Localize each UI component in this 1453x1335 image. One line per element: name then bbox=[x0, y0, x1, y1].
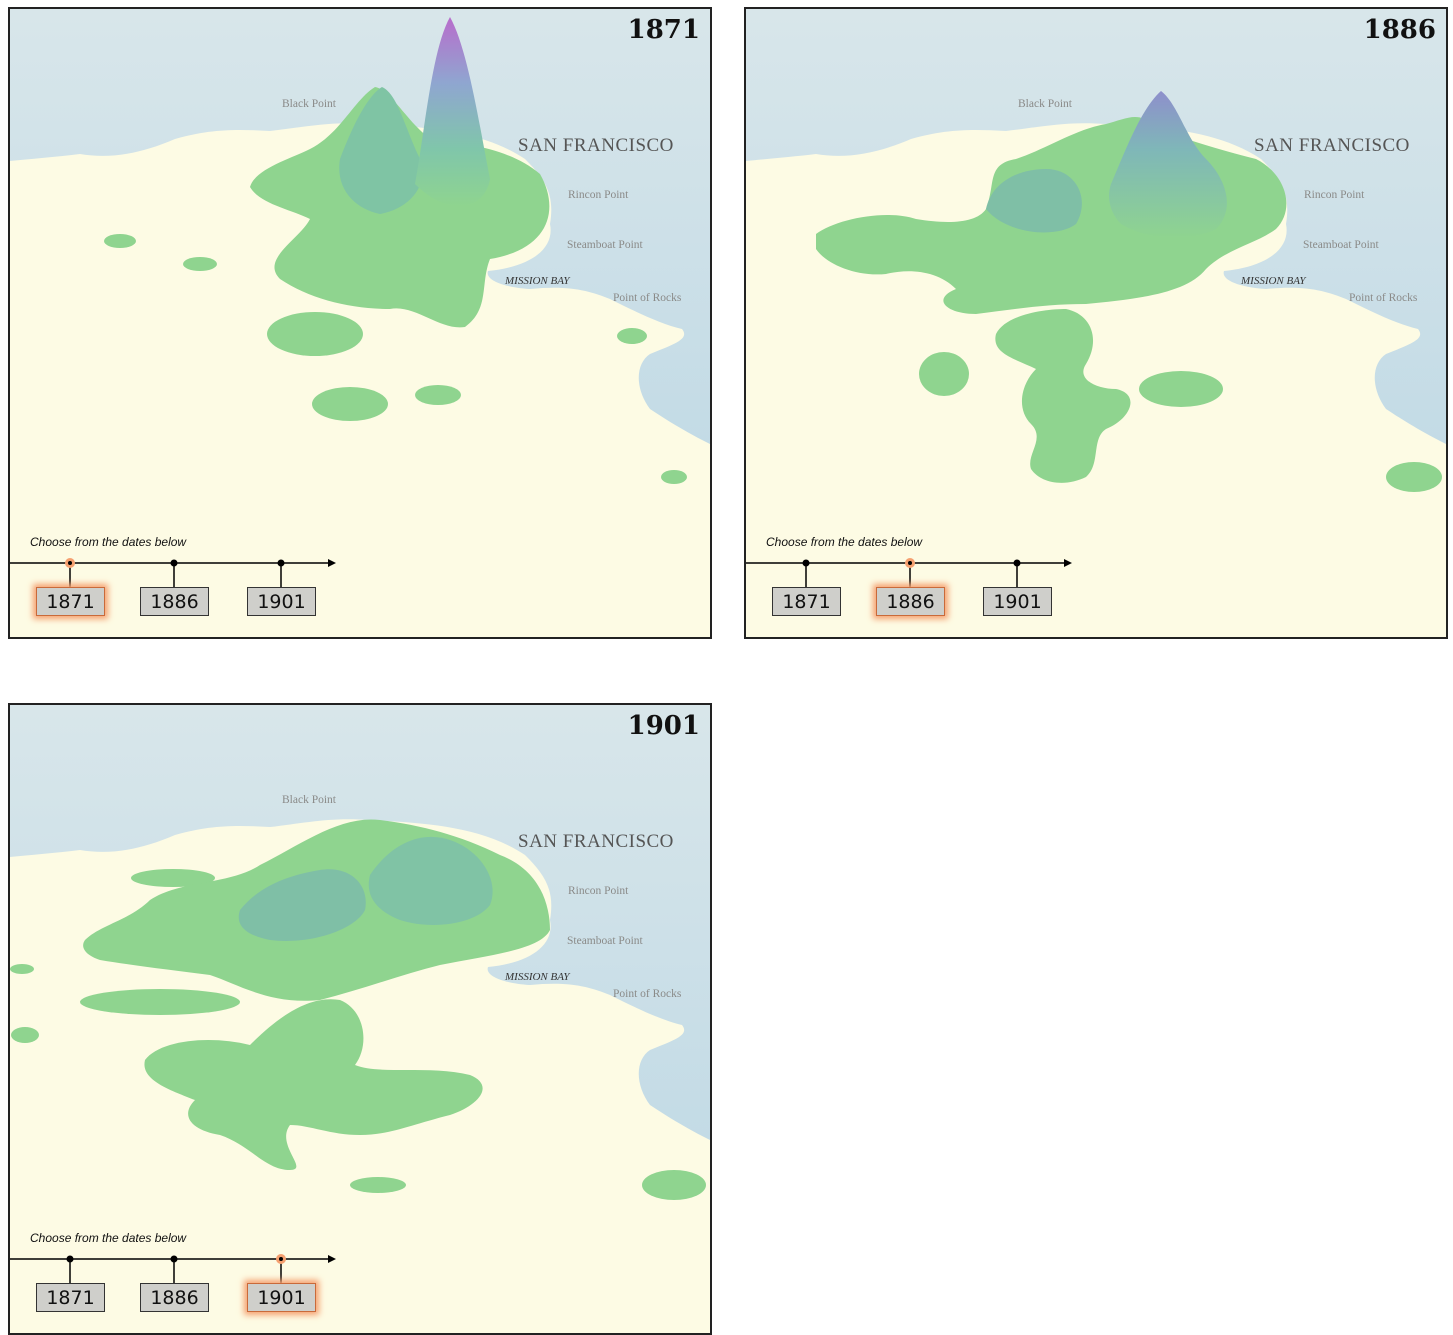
year-title: 1901 bbox=[627, 711, 700, 741]
label-san-francisco: SAN FRANCISCO bbox=[1254, 135, 1410, 156]
date-button-1886[interactable]: 1886 bbox=[140, 587, 209, 616]
label-mission-bay: MISSION BAY bbox=[505, 971, 570, 983]
timeline-axis bbox=[746, 558, 1072, 587]
label-point-of-rocks: Point of Rocks bbox=[613, 292, 682, 304]
density-surface bbox=[816, 91, 1442, 492]
timeline-ticks bbox=[802, 558, 1021, 587]
timeline-ticks bbox=[65, 558, 285, 587]
date-button-1901[interactable]: 1901 bbox=[983, 587, 1052, 616]
label-steamboat-point: Steamboat Point bbox=[567, 239, 643, 251]
date-button-1901[interactable]: 1901 bbox=[247, 1283, 316, 1312]
year-title: 1871 bbox=[627, 15, 700, 45]
label-mission-bay: MISSION BAY bbox=[1241, 275, 1306, 287]
timeline-dot bbox=[276, 1254, 286, 1264]
label-rincon-point: Rincon Point bbox=[568, 885, 629, 897]
density-surface bbox=[104, 17, 687, 484]
timeline-dot bbox=[66, 1255, 74, 1263]
label-steamboat-point: Steamboat Point bbox=[1303, 239, 1379, 251]
bay-water bbox=[10, 9, 710, 444]
label-black-point: Black Point bbox=[282, 98, 336, 110]
timeline-ticks bbox=[66, 1254, 286, 1283]
density-surface bbox=[10, 819, 706, 1200]
timeline-dot bbox=[1013, 559, 1021, 567]
timeline-axis bbox=[10, 558, 336, 587]
date-button-1871[interactable]: 1871 bbox=[36, 1283, 105, 1312]
label-mission-bay: MISSION BAY bbox=[505, 275, 570, 287]
timeline-dot bbox=[170, 1255, 178, 1263]
density-map bbox=[746, 9, 1446, 637]
timeline-dot bbox=[65, 558, 75, 568]
label-point-of-rocks: Point of Rocks bbox=[1349, 292, 1418, 304]
date-button-1886[interactable]: 1886 bbox=[876, 587, 945, 616]
timeline-prompt: Choose from the dates below bbox=[30, 535, 187, 549]
map-panel-1871: 1871 Black Point SAN FRANCISCO Rincon Po… bbox=[8, 7, 712, 639]
date-button-1886[interactable]: 1886 bbox=[140, 1283, 209, 1312]
timeline-dot bbox=[170, 559, 178, 567]
bay-water bbox=[10, 705, 710, 1140]
label-black-point: Black Point bbox=[1018, 98, 1072, 110]
timeline-prompt: Choose from the dates below bbox=[766, 535, 923, 549]
label-san-francisco: SAN FRANCISCO bbox=[518, 831, 674, 852]
timeline-dot bbox=[905, 558, 915, 568]
label-rincon-point: Rincon Point bbox=[1304, 189, 1365, 201]
label-black-point: Black Point bbox=[282, 794, 336, 806]
label-point-of-rocks: Point of Rocks bbox=[613, 988, 682, 1000]
label-steamboat-point: Steamboat Point bbox=[567, 935, 643, 947]
density-map bbox=[10, 9, 710, 637]
year-title: 1886 bbox=[1363, 15, 1436, 45]
map-panel-1901: 1901 Black Point SAN FRANCISCO Rincon Po… bbox=[8, 703, 712, 1335]
timeline-dot bbox=[277, 559, 285, 567]
map-panel-1886: 1886 Black Point SAN FRANCISCO Rincon Po… bbox=[744, 7, 1448, 639]
bay-water bbox=[746, 9, 1446, 444]
density-map bbox=[10, 705, 710, 1333]
label-rincon-point: Rincon Point bbox=[568, 189, 629, 201]
date-button-1871[interactable]: 1871 bbox=[36, 587, 105, 616]
timeline-prompt: Choose from the dates below bbox=[30, 1231, 187, 1245]
timeline-dot bbox=[802, 559, 810, 567]
date-button-1901[interactable]: 1901 bbox=[247, 587, 316, 616]
date-button-1871[interactable]: 1871 bbox=[772, 587, 841, 616]
label-san-francisco: SAN FRANCISCO bbox=[518, 135, 674, 156]
timeline-axis bbox=[10, 1254, 336, 1283]
